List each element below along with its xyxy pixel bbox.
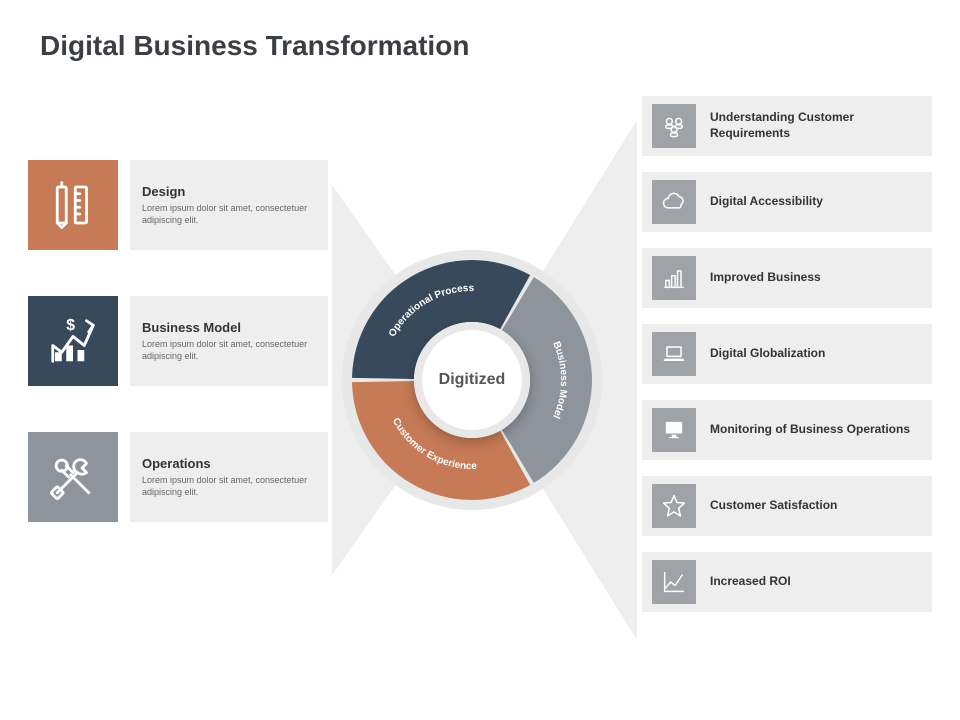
right-card-title: Increased ROI: [710, 574, 791, 590]
left-card-desc: Lorem ipsum dolor sit amet, consectetuer…: [142, 203, 316, 226]
left-card-desc: Lorem ipsum dolor sit amet, consectetuer…: [142, 339, 316, 362]
right-card: Monitoring of Business Operations: [642, 400, 932, 460]
laptop-icon: [652, 332, 696, 376]
bar-chart-icon: [652, 256, 696, 300]
svg-text:$: $: [66, 317, 75, 334]
left-card: Design Lorem ipsum dolor sit amet, consec…: [28, 160, 328, 250]
donut-center-circle: Digitized: [414, 322, 530, 438]
left-card-desc: Lorem ipsum dolor sit amet, consectetuer…: [142, 475, 316, 498]
chart-dollar-icon: $: [28, 296, 118, 386]
right-column: Understanding Customer Requirements Digit…: [642, 96, 932, 612]
donut-center-label: Digitized: [439, 371, 506, 389]
left-column: Design Lorem ipsum dolor sit amet, consec…: [28, 160, 328, 522]
line-chart-icon: [652, 560, 696, 604]
page-title: Digital Business Transformation: [40, 30, 469, 62]
left-card-title: Business Model: [142, 320, 316, 335]
right-card: Customer Satisfaction: [642, 476, 932, 536]
tools-icon: [28, 432, 118, 522]
left-card: $ Business Model Lorem ipsum dolor sit ame…: [28, 296, 328, 386]
donut-chart: Customer ExperienceOperational ProcessBu…: [352, 260, 592, 500]
left-card-text: Business Model Lorem ipsum dolor sit amet…: [130, 296, 328, 386]
left-card: Operations Lorem ipsum dolor sit amet, co…: [28, 432, 328, 522]
left-card-title: Operations: [142, 456, 316, 471]
right-card-title: Digital Accessibility: [710, 194, 823, 210]
right-card-title: Digital Globalization: [710, 346, 825, 362]
left-card-title: Design: [142, 184, 316, 199]
left-card-text: Operations Lorem ipsum dolor sit amet, co…: [130, 432, 328, 522]
right-card-title: Understanding Customer Requirements: [710, 110, 922, 141]
right-card: Digital Accessibility: [642, 172, 932, 232]
star-icon: [652, 484, 696, 528]
cloud-icon: [652, 180, 696, 224]
right-card-title: Improved Business: [710, 270, 821, 286]
right-card-title: Customer Satisfaction: [710, 498, 837, 514]
right-card: Understanding Customer Requirements: [642, 96, 932, 156]
people-icon: [652, 104, 696, 148]
right-card: Increased ROI: [642, 552, 932, 612]
right-card-title: Monitoring of Business Operations: [710, 422, 910, 438]
right-card: Improved Business: [642, 248, 932, 308]
monitor-icon: [652, 408, 696, 452]
right-card: Digital Globalization: [642, 324, 932, 384]
pencil-ruler-icon: [28, 160, 118, 250]
left-card-text: Design Lorem ipsum dolor sit amet, consec…: [130, 160, 328, 250]
